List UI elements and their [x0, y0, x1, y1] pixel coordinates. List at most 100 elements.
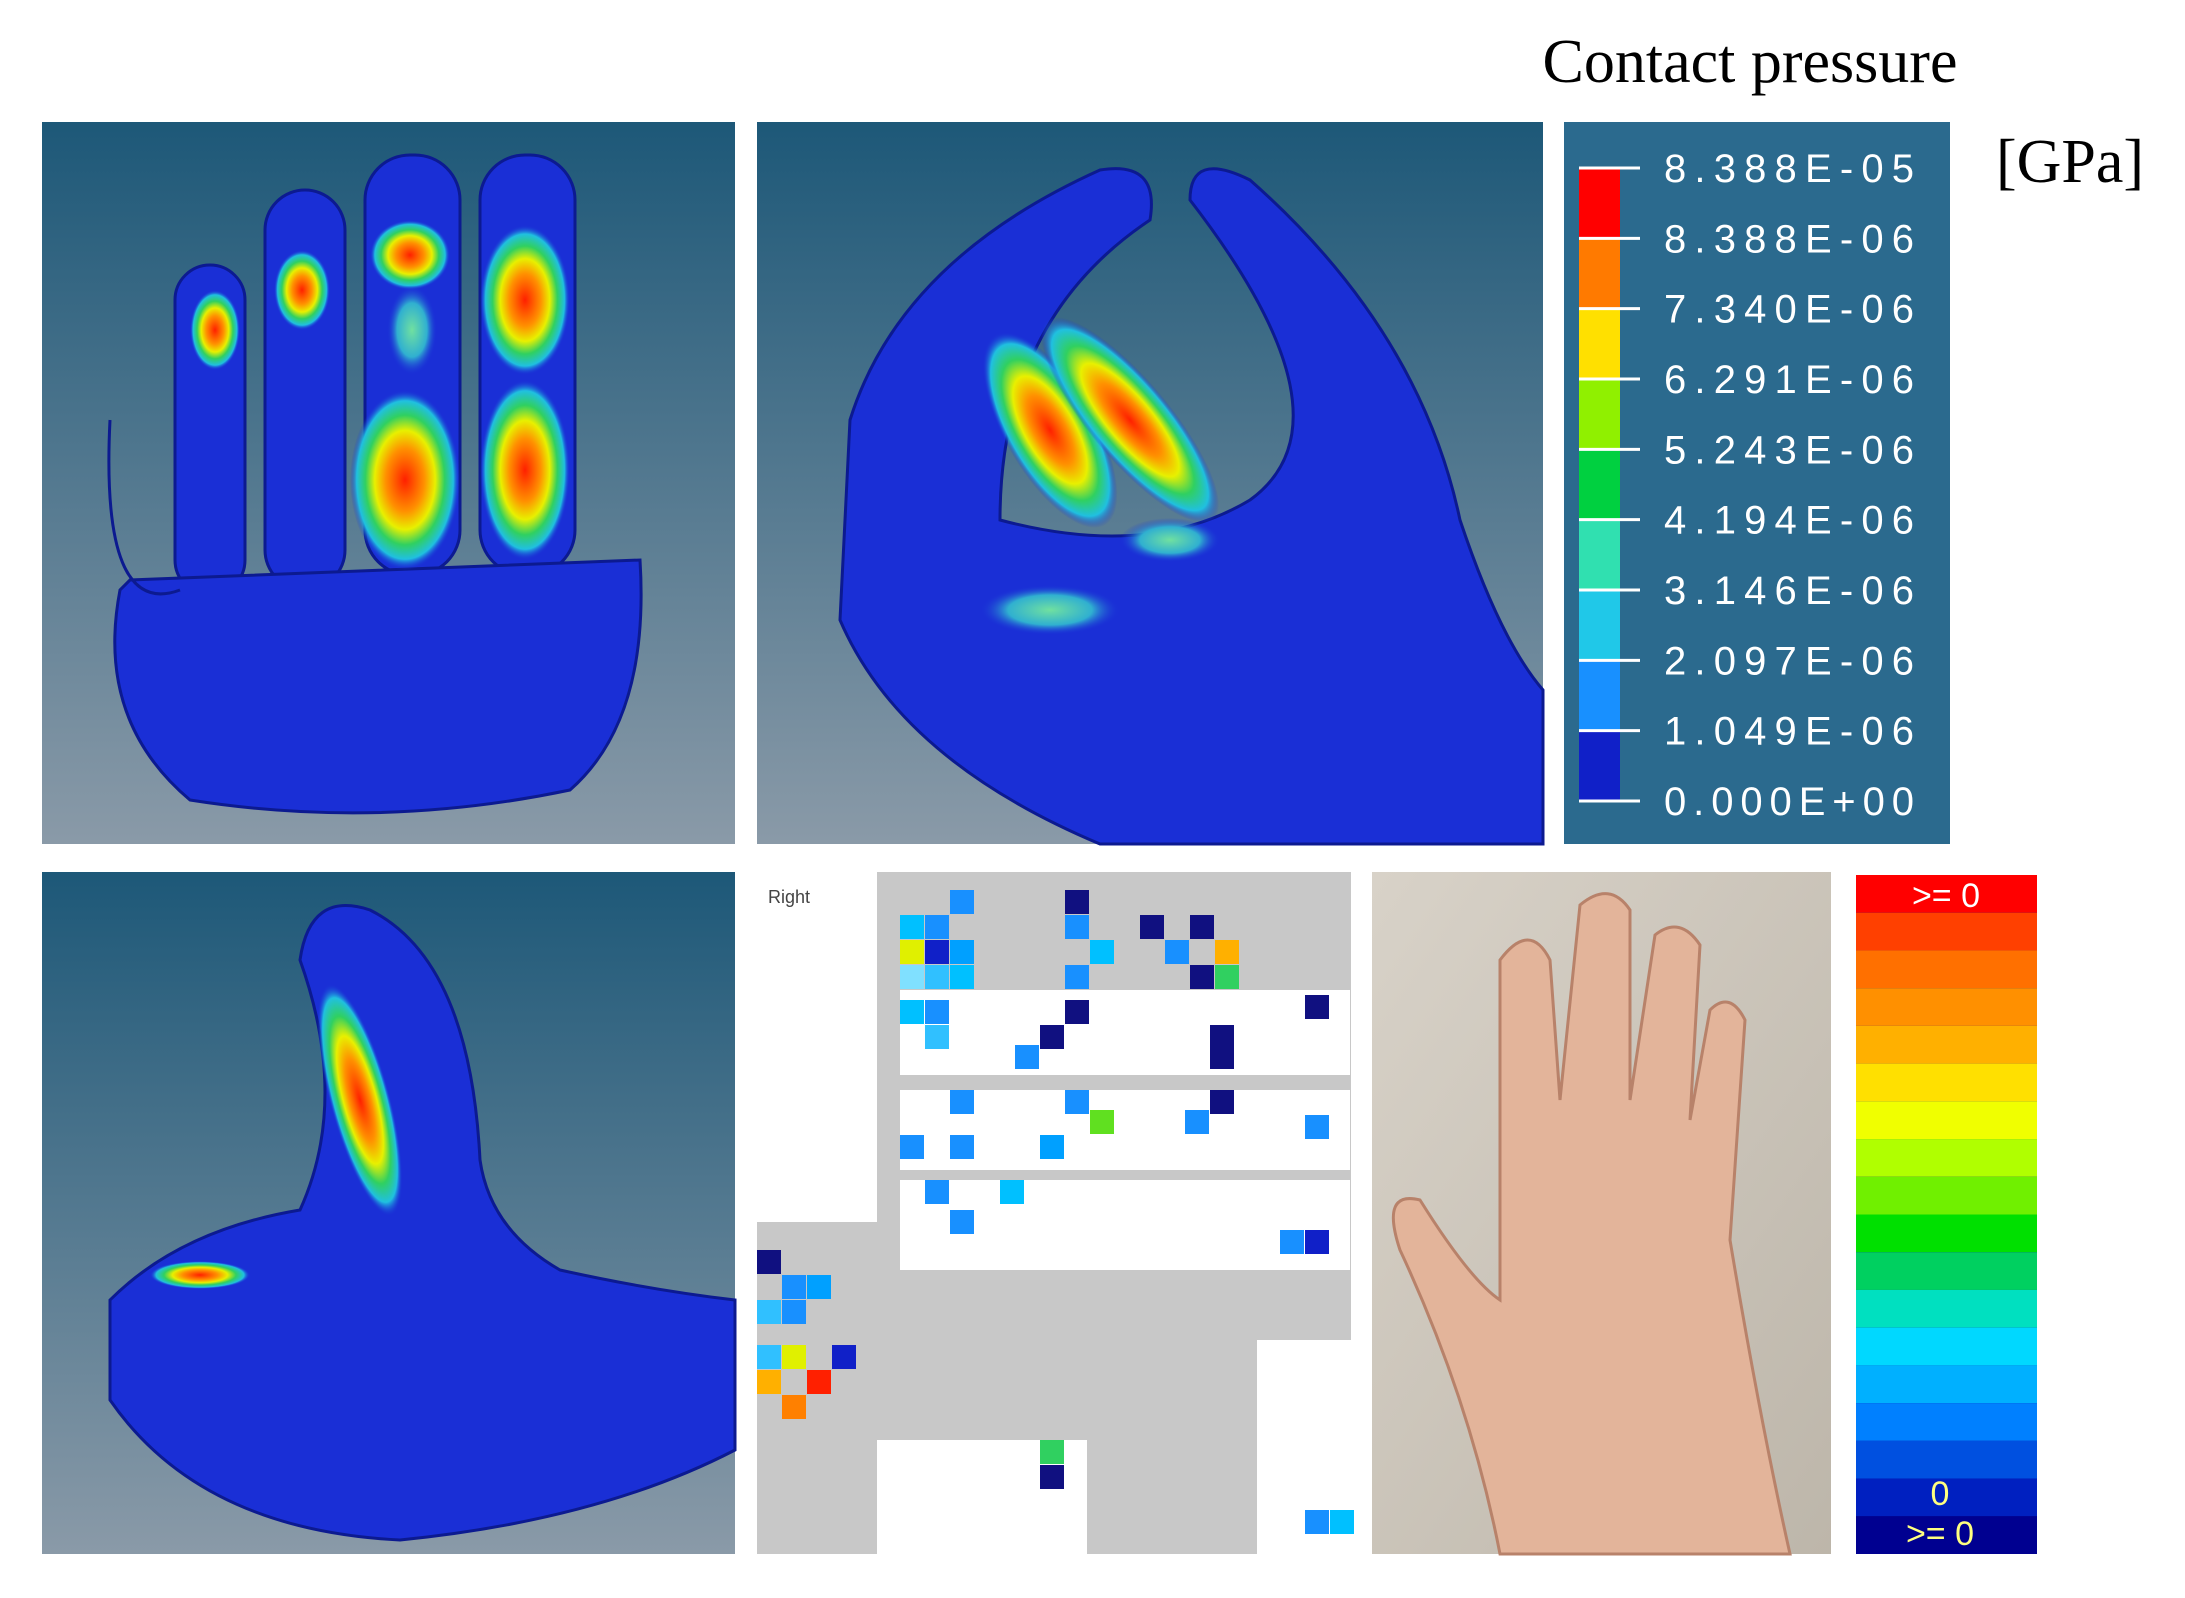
sensor-cell: [757, 1370, 781, 1394]
sensor-cell: [1215, 940, 1239, 964]
scale-band: [1856, 1214, 2037, 1253]
sensor-cell: [1140, 915, 1164, 939]
sensor-cell: [900, 965, 924, 989]
sensor-cell: [757, 1300, 781, 1324]
sensor-cell: [1065, 915, 1089, 939]
sensor-cell: [1040, 1440, 1064, 1464]
sensor-cell: [807, 1370, 831, 1394]
sensor-cell: [757, 1250, 781, 1274]
scale-bottom-label: >= 0: [1906, 1515, 1974, 1553]
sensor-cell: [950, 940, 974, 964]
sensor-cell: [782, 1275, 806, 1299]
sensor-cell: [757, 1345, 781, 1369]
fem-view-thumb: [42, 872, 737, 1554]
sensor-cell: [1065, 1000, 1089, 1024]
sensor-cell: [950, 1135, 974, 1159]
scale-band: [1856, 1101, 2037, 1140]
sensor-cell: [950, 965, 974, 989]
sensor-label: Right: [768, 887, 810, 907]
scale-band: [1856, 1478, 2037, 1517]
legend-label: 6.291E-06: [1664, 358, 1914, 402]
sensor-cell: [925, 1025, 949, 1049]
sensor-cell: [782, 1300, 806, 1324]
scale-band: [1856, 1252, 2037, 1290]
legend-swatch: [1579, 519, 1620, 590]
legend-label: 3.146E-06: [1664, 569, 1914, 613]
legend-swatch: [1579, 449, 1620, 520]
sensor-cell: [1040, 1025, 1064, 1049]
scale-band: [1856, 912, 2037, 951]
sensor-cell: [1065, 1090, 1089, 1114]
hand-photo: [1372, 872, 1831, 1556]
scale-band: [1856, 875, 2037, 913]
scale-band: [1856, 1139, 2037, 1177]
sensor-grid: Right: [757, 872, 1354, 1554]
scale-top-label: >= 0: [1912, 877, 1980, 915]
sensor-cell: [1305, 1230, 1329, 1254]
scale-band: [1856, 1176, 2037, 1215]
legend-swatch: [1579, 168, 1620, 239]
scale-band: [1856, 1025, 2037, 1064]
scale-band: [1856, 1516, 2037, 1554]
scale-band: [1856, 1440, 2037, 1479]
sensor-cell: [1305, 1115, 1329, 1139]
sensor-cell: [925, 1180, 949, 1204]
scale-band: [1856, 950, 2037, 989]
sensor-cell: [1040, 1465, 1064, 1489]
sensor-cell: [950, 890, 974, 914]
scale-band: [1856, 1063, 2037, 1102]
sensor-cell: [782, 1395, 806, 1419]
legend-swatch: [1579, 660, 1620, 731]
sensor-cell: [925, 1000, 949, 1024]
sensor-scale: >= 00>= 0: [1856, 875, 2037, 1554]
scale-band: [1856, 1289, 2037, 1328]
sensor-cell: [950, 1090, 974, 1114]
unit: [GPa]: [1996, 128, 2144, 196]
sensor-cell: [1280, 1230, 1304, 1254]
sensor-cell: [1040, 1135, 1064, 1159]
sensor-cell: [950, 1210, 974, 1234]
sensor-cell: [1210, 1045, 1234, 1069]
sensor-cell: [807, 1275, 831, 1299]
legend: 8.388E-05 8.388E-06 7.340E-06 6.291E-06 5.24…: [1564, 122, 1950, 844]
sensor-cell: [1210, 1090, 1234, 1114]
fem-view-side: [757, 122, 1545, 846]
sensor-cell: [900, 1135, 924, 1159]
sensor-cell: [925, 915, 949, 939]
sensor-cell: [925, 940, 949, 964]
sensor-cell: [1305, 1510, 1329, 1534]
sensor-cell: [1090, 1110, 1114, 1134]
legend-swatch: [1579, 379, 1620, 450]
scale-band: [1856, 1365, 2037, 1404]
sensor-cell: [925, 965, 949, 989]
sensor-cell: [1090, 940, 1114, 964]
legend-label: 1.049E-06: [1664, 710, 1914, 754]
scale-mid-label: 0: [1931, 1475, 1950, 1513]
legend-label: 0.000E+00: [1664, 780, 1914, 824]
legend-label: 4.194E-06: [1664, 499, 1914, 543]
sensor-cell: [782, 1345, 806, 1369]
scale-band: [1856, 1403, 2037, 1441]
title: Contact pressure: [1543, 28, 1958, 96]
scale-band: [1856, 1327, 2037, 1366]
legend-label: 8.388E-05: [1664, 147, 1914, 191]
sensor-cell: [900, 940, 924, 964]
legend-swatch: [1579, 308, 1620, 379]
legend-swatch: [1579, 238, 1620, 309]
sensor-cell: [900, 915, 924, 939]
legend-label: 5.243E-06: [1664, 428, 1914, 472]
sensor-cell: [1305, 995, 1329, 1019]
legend-label: 2.097E-06: [1664, 639, 1914, 683]
sensor-cell: [1065, 965, 1089, 989]
sensor-cell: [832, 1345, 856, 1369]
sensor-cell: [1015, 1045, 1039, 1069]
legend-label: 7.340E-06: [1664, 288, 1914, 332]
sensor-cell: [1190, 965, 1214, 989]
fem-view-top: [42, 122, 735, 844]
sensor-cell: [1190, 915, 1214, 939]
legend-swatch: [1579, 590, 1620, 661]
legend-label: 8.388E-06: [1664, 217, 1914, 261]
sensor-cell: [1165, 940, 1189, 964]
sensor-cell: [1185, 1110, 1209, 1134]
